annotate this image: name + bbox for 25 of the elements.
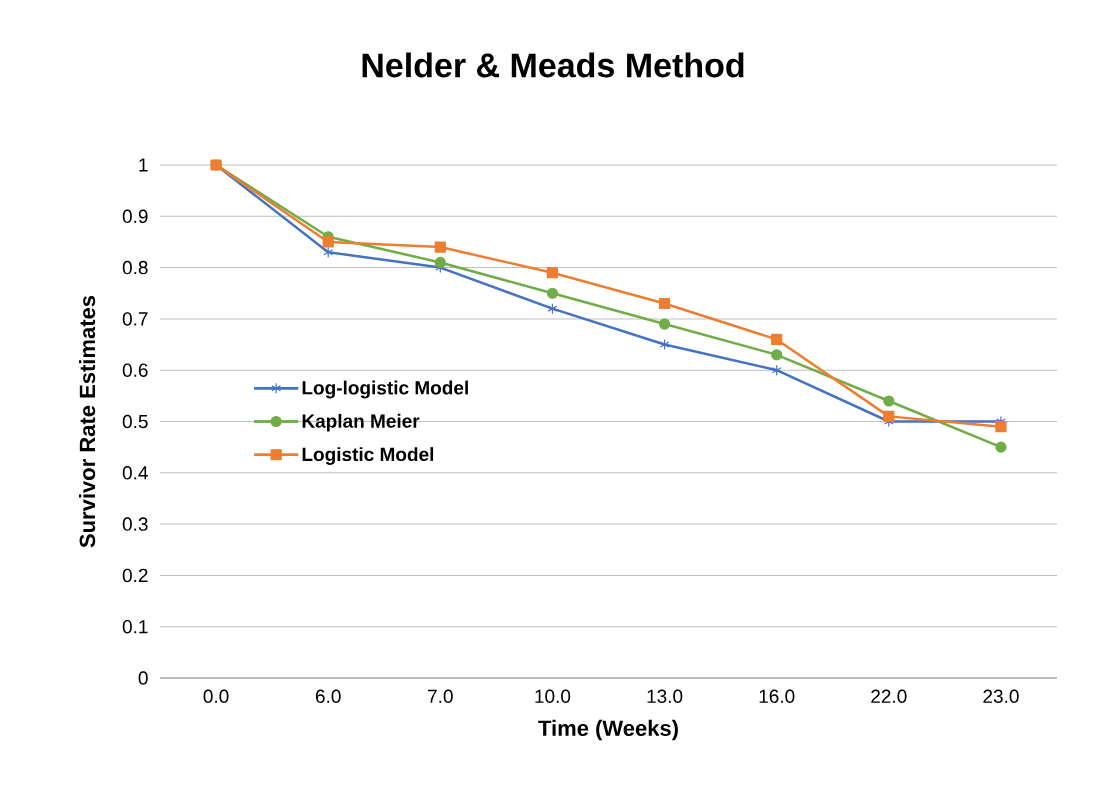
chart-title: Nelder & Meads Method — [362, 52, 744, 78]
x-tick-label: 6.0 — [315, 689, 341, 703]
x-tick-label: 22.0 — [871, 689, 907, 703]
legend-label: Kaplan Meier — [302, 413, 420, 432]
x-tick-label: 16.0 — [759, 689, 795, 703]
x-tick-label: 10.0 — [535, 689, 571, 703]
y-axis-title: Survivor Rate Estimates — [79, 295, 96, 548]
x-tick-label: 13.0 — [647, 689, 683, 703]
y-tick-label: 0.1 — [122, 619, 148, 634]
x-tick-label: 0.0 — [203, 689, 229, 703]
y-tick-label: 0.2 — [122, 568, 148, 583]
x-tick-label: 7.0 — [428, 689, 453, 703]
legend-label: Logistic Model — [302, 447, 434, 465]
x-axis-title: Time (Weeks) — [538, 719, 678, 741]
y-tick-label: 0.9 — [122, 209, 148, 224]
legend-label: Log-logistic Model — [302, 380, 468, 399]
y-tick-label: 0 — [138, 671, 148, 685]
y-tick-label: 1 — [139, 158, 148, 172]
y-tick-label: 0.8 — [122, 260, 148, 275]
x-tick-label: 23.0 — [983, 689, 1019, 703]
y-tick-label: 0.3 — [122, 517, 148, 531]
y-tick-label: 0.7 — [122, 312, 148, 326]
y-tick-label: 0.4 — [122, 466, 148, 480]
y-tick-label: 0.5 — [122, 414, 148, 429]
y-tick-label: 0.6 — [122, 363, 148, 377]
